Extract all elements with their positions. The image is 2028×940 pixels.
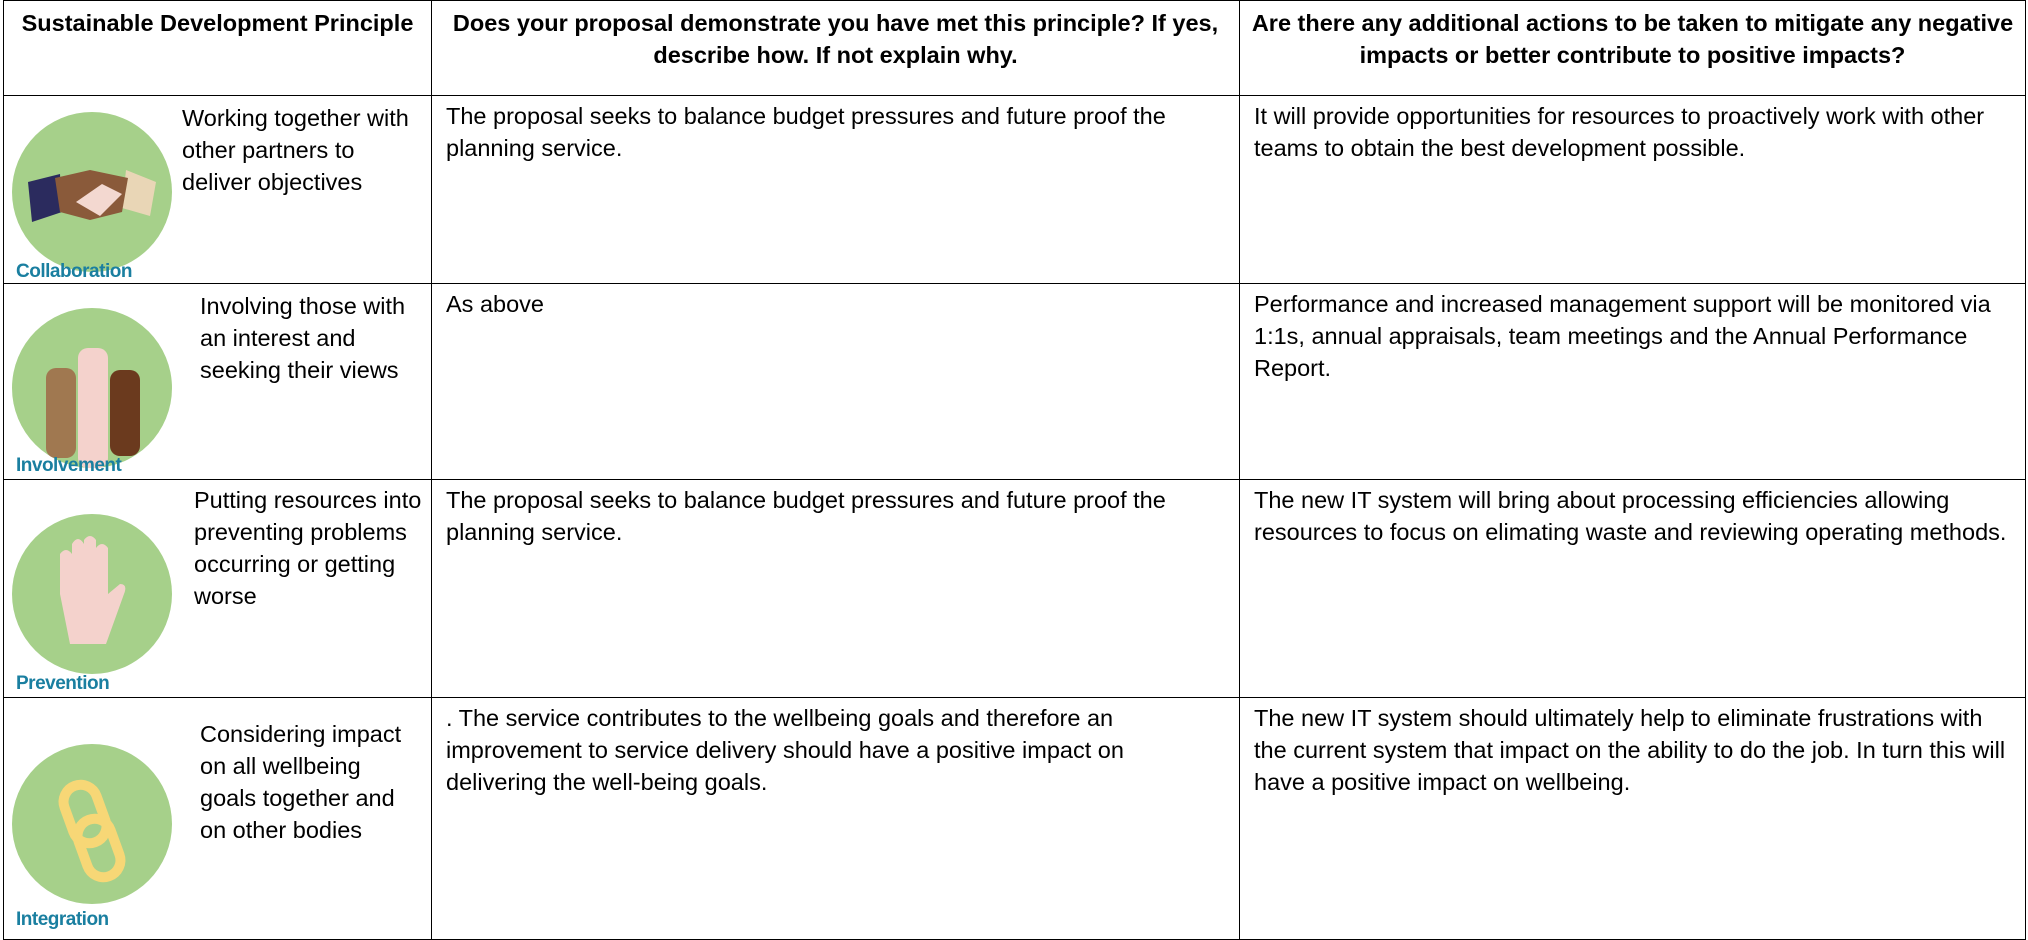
principles-table: Sustainable Development Principle Does y…	[3, 0, 2026, 940]
principle-text: Involving those with an interest and see…	[200, 293, 406, 383]
icon-label: Integration	[16, 909, 109, 930]
principle-cell: Putting resources into preventing proble…	[3, 479, 432, 698]
header-cell: Are there any additional actions to be t…	[1239, 0, 2026, 96]
icon-label: Collaboration	[16, 261, 132, 282]
actions-cell: The new IT system will bring about proce…	[1239, 479, 2026, 698]
row: Putting resources into preventing proble…	[3, 479, 2026, 698]
header-cell: Sustainable Development Principle	[3, 0, 432, 96]
principle-cell: Working together with other partners to …	[3, 95, 432, 284]
actions-cell: The new IT system should ultimately help…	[1239, 697, 2026, 940]
principle-cell: Considering impact on all wellbeing goal…	[3, 697, 432, 940]
actions-cell: It will provide opportunities for resour…	[1239, 95, 2026, 284]
row: Involving those with an interest and see…	[3, 283, 2026, 480]
principle-text: Working together with other partners to …	[182, 105, 409, 195]
collaboration-icon	[12, 112, 172, 272]
principle-text: Considering impact on all wellbeing goal…	[200, 721, 402, 843]
integration-icon	[12, 744, 172, 904]
header-row: Sustainable Development Principle Does y…	[3, 0, 2026, 96]
met-cell: The proposal seeks to balance budget pre…	[431, 479, 1240, 698]
prevention-icon	[12, 514, 172, 674]
principle-text: Putting resources into preventing proble…	[194, 487, 422, 609]
icon-label: Prevention	[16, 673, 110, 694]
header-cell: Does your proposal demonstrate you have …	[431, 0, 1240, 96]
icon-label: Involvement	[16, 455, 122, 476]
met-cell: The proposal seeks to balance budget pre…	[431, 95, 1240, 284]
actions-cell: Performance and increased management sup…	[1239, 283, 2026, 480]
met-cell: As above	[431, 283, 1240, 480]
involvement-icon	[12, 308, 172, 468]
principle-cell: Involving those with an interest and see…	[3, 283, 432, 480]
row: Working together with other partners to …	[3, 95, 2026, 284]
met-cell: . The service contributes to the wellbei…	[431, 697, 1240, 940]
row: Considering impact on all wellbeing goal…	[3, 697, 2026, 940]
